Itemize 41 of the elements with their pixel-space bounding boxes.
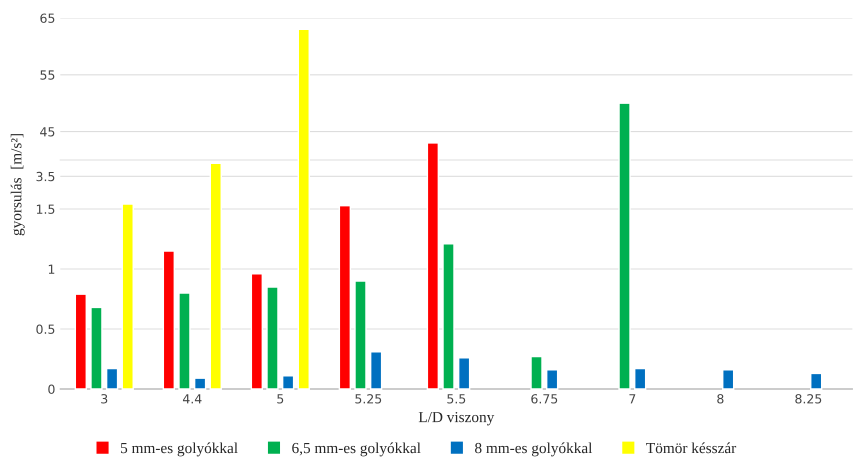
y-tick-label: 3.5: [36, 172, 54, 182]
bar: [546, 369, 558, 390]
bar: [354, 280, 367, 390]
y-tick-label: 65: [40, 13, 54, 23]
x-tick-label: 7: [629, 394, 636, 404]
legend-label: 6,5 mm-es golyókkal: [292, 442, 421, 456]
bar: [90, 306, 103, 390]
y-tick-label: 55: [40, 70, 54, 80]
bar: [634, 368, 646, 390]
x-tick-label: 4.4: [182, 394, 202, 404]
y-tick-label: 1.5: [36, 204, 54, 214]
bar: [250, 273, 264, 390]
bar: [810, 372, 822, 390]
bar: [458, 357, 470, 390]
bar: [178, 292, 191, 390]
legend-label: Tömör késszár: [646, 442, 736, 454]
x-axis-title: L/D viszony: [418, 412, 494, 426]
bar: [162, 250, 175, 390]
bar: [370, 351, 382, 390]
x-tick-label: 6.75: [531, 394, 558, 404]
bar: [74, 294, 87, 390]
y-axis-title: gyorsulás [m/s²]: [10, 134, 25, 236]
legend-label: 8 mm-es golyókkal: [475, 442, 592, 456]
x-tick-label: 5: [277, 394, 284, 404]
y-tick-label: 45: [40, 127, 54, 137]
bar: [530, 356, 543, 390]
y-tick-label: 1: [48, 264, 54, 274]
bar: [442, 243, 455, 390]
bar: [282, 375, 294, 390]
x-tick-label: 5.25: [355, 394, 382, 404]
y-tick-label: 0: [48, 384, 55, 394]
bar: [194, 378, 206, 390]
bar: [722, 369, 734, 390]
y-tick-label: 0.5: [36, 324, 54, 334]
bar: [266, 286, 279, 390]
bar: [106, 368, 118, 390]
x-tick-label: 3: [101, 394, 108, 404]
x-tick-label: 8.25: [795, 394, 822, 404]
x-tick-label: 8: [717, 394, 724, 404]
legend-label: 5 mm-es golyókkal: [121, 442, 238, 456]
x-tick-label: 5.5: [447, 394, 466, 404]
